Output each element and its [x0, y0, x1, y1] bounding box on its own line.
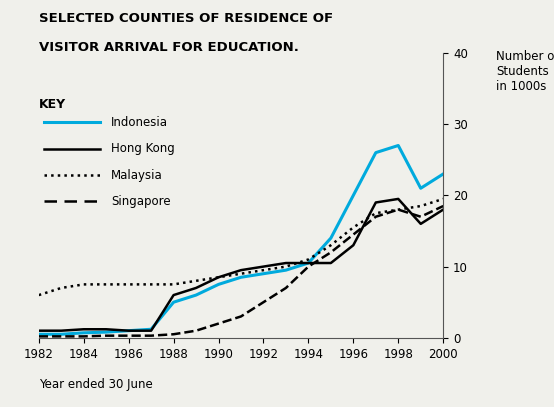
Malaysia: [440, 197, 447, 201]
Hong Kong: [58, 328, 65, 333]
Malaysia: [35, 293, 42, 298]
Indonesia: [350, 193, 357, 198]
Singapore: [350, 232, 357, 237]
Indonesia: [238, 275, 244, 280]
Singapore: [58, 334, 65, 339]
Text: SELECTED COUNTIES OF RESIDENCE OF: SELECTED COUNTIES OF RESIDENCE OF: [39, 12, 333, 25]
Hong Kong: [327, 260, 334, 265]
Singapore: [372, 214, 379, 219]
Malaysia: [238, 271, 244, 276]
Line: Malaysia: Malaysia: [39, 199, 443, 295]
Malaysia: [170, 282, 177, 287]
Singapore: [80, 334, 87, 339]
Indonesia: [440, 172, 447, 177]
Hong Kong: [125, 328, 132, 333]
Indonesia: [372, 150, 379, 155]
Malaysia: [350, 225, 357, 230]
Hong Kong: [260, 264, 267, 269]
Line: Hong Kong: Hong Kong: [39, 199, 443, 330]
Hong Kong: [80, 327, 87, 332]
Malaysia: [283, 264, 289, 269]
Singapore: [327, 250, 334, 255]
Text: Hong Kong: Hong Kong: [111, 142, 175, 155]
Hong Kong: [193, 286, 199, 291]
Indonesia: [80, 330, 87, 335]
Y-axis label: Number of
Students
in 1000s: Number of Students in 1000s: [496, 50, 554, 93]
Singapore: [125, 333, 132, 338]
Singapore: [103, 333, 110, 338]
Hong Kong: [417, 221, 424, 226]
Indonesia: [35, 332, 42, 337]
Hong Kong: [215, 275, 222, 280]
Indonesia: [395, 143, 402, 148]
Indonesia: [417, 186, 424, 190]
Singapore: [148, 333, 155, 338]
Hong Kong: [170, 293, 177, 298]
Line: Indonesia: Indonesia: [39, 146, 443, 334]
Indonesia: [58, 332, 65, 337]
Singapore: [170, 332, 177, 337]
Indonesia: [125, 328, 132, 333]
Hong Kong: [103, 327, 110, 332]
Indonesia: [260, 271, 267, 276]
Text: Indonesia: Indonesia: [111, 116, 168, 129]
Singapore: [283, 286, 289, 291]
Malaysia: [193, 278, 199, 283]
Text: VISITOR ARRIVAL FOR EDUCATION.: VISITOR ARRIVAL FOR EDUCATION.: [39, 41, 299, 54]
Text: Malaysia: Malaysia: [111, 168, 162, 182]
Indonesia: [305, 260, 312, 265]
Hong Kong: [148, 328, 155, 333]
Malaysia: [395, 207, 402, 212]
Malaysia: [305, 257, 312, 262]
Hong Kong: [35, 328, 42, 333]
Malaysia: [58, 286, 65, 291]
Malaysia: [80, 282, 87, 287]
Singapore: [305, 264, 312, 269]
Singapore: [417, 214, 424, 219]
Text: Year ended 30 June: Year ended 30 June: [39, 378, 152, 391]
Malaysia: [148, 282, 155, 287]
Indonesia: [215, 282, 222, 287]
Singapore: [238, 314, 244, 319]
Singapore: [35, 334, 42, 339]
Malaysia: [372, 211, 379, 216]
Malaysia: [417, 204, 424, 208]
Text: KEY: KEY: [39, 98, 66, 111]
Hong Kong: [350, 243, 357, 247]
Malaysia: [125, 282, 132, 287]
Indonesia: [193, 293, 199, 298]
Malaysia: [260, 268, 267, 273]
Hong Kong: [283, 260, 289, 265]
Indonesia: [283, 268, 289, 273]
Singapore: [440, 204, 447, 208]
Text: Singapore: Singapore: [111, 195, 171, 208]
Indonesia: [170, 300, 177, 304]
Hong Kong: [372, 200, 379, 205]
Hong Kong: [395, 197, 402, 201]
Line: Singapore: Singapore: [39, 206, 443, 336]
Hong Kong: [238, 268, 244, 273]
Hong Kong: [305, 260, 312, 265]
Hong Kong: [440, 207, 447, 212]
Singapore: [193, 328, 199, 333]
Singapore: [215, 321, 222, 326]
Malaysia: [103, 282, 110, 287]
Singapore: [260, 300, 267, 304]
Singapore: [395, 207, 402, 212]
Indonesia: [103, 330, 110, 335]
Malaysia: [327, 243, 334, 247]
Malaysia: [215, 275, 222, 280]
Indonesia: [148, 327, 155, 332]
Indonesia: [327, 236, 334, 241]
